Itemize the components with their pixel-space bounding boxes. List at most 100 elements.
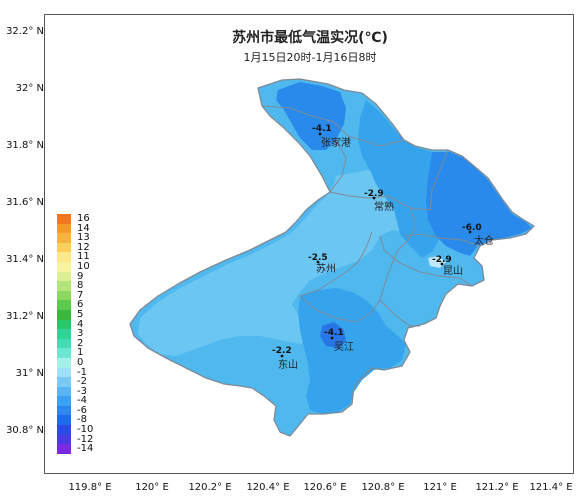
legend-label: 2 [77, 337, 84, 349]
legend-swatch [57, 329, 71, 339]
county-boundary [429, 149, 449, 211]
legend-swatch [57, 415, 71, 426]
map-region-mid-south [298, 288, 406, 414]
station-marker [468, 230, 472, 234]
station-marker [440, 262, 444, 266]
map-region-light [138, 170, 420, 356]
station-value: -2.9 [364, 189, 384, 199]
legend-swatch [57, 348, 71, 358]
legend-swatch [57, 444, 71, 454]
station-value: -4.1 [324, 328, 344, 338]
legend-swatch [57, 252, 71, 262]
legend-swatch [57, 261, 71, 272]
map-title: 苏州市最低气温实况(℃) [232, 30, 388, 46]
county-boundary [403, 233, 479, 247]
legend-label: 3 [77, 328, 84, 340]
county-boundary [299, 231, 373, 297]
legend-label: 4 [77, 318, 84, 330]
legend-label: -10 [77, 424, 94, 436]
x-tick-label: 119.8° E [68, 482, 112, 493]
station-name: 吴江 [334, 341, 354, 353]
legend-swatch [57, 319, 71, 330]
legend-swatch [57, 338, 71, 349]
station-name: 太仓 [474, 234, 494, 247]
legend-label: 7 [77, 289, 84, 301]
legend-label: 14 [77, 222, 90, 234]
y-tick-label: 31.4° N [6, 254, 44, 265]
x-tick-label: 120.2° E [188, 482, 232, 493]
legend-swatch [57, 214, 71, 224]
legend-swatch [57, 309, 71, 320]
legend-swatch [57, 242, 71, 253]
county-boundary [299, 295, 381, 323]
station-name: 东山 [278, 358, 298, 371]
y-tick-label: 32.2° N [6, 26, 44, 37]
map-region-dark-spot [320, 322, 346, 348]
legend-swatch [57, 233, 71, 243]
legend-label: -14 [77, 443, 94, 455]
county-boundary [329, 139, 347, 193]
y-tick-label: 30.8° N [6, 425, 44, 436]
y-tick-label: 31.6° N [6, 197, 44, 208]
legend-label: -1 [77, 366, 87, 378]
legend-swatch [57, 290, 71, 301]
legend-label: 9 [77, 270, 84, 282]
legend-label: -2 [77, 376, 87, 388]
map-region-dark-east [426, 152, 532, 256]
station-value: -2.5 [308, 253, 328, 263]
legend-swatch [57, 367, 71, 378]
y-tick-label: 31.2° N [6, 311, 44, 322]
county-boundary [261, 105, 405, 147]
legend-label: 10 [77, 260, 90, 272]
legend-label: 16 [77, 213, 90, 224]
y-tick-label: 31.8° N [6, 140, 44, 151]
x-tick-label: 121.4° E [529, 482, 573, 493]
legend-label: 6 [77, 299, 84, 311]
station-marker [372, 196, 376, 200]
station-marker [330, 336, 334, 340]
legend-label: -3 [77, 385, 87, 397]
map-region-mid [358, 100, 440, 258]
county-boundary [329, 191, 433, 211]
county-boundary [379, 207, 417, 301]
legend-swatch [57, 425, 71, 435]
station-name: 张家港 [321, 136, 351, 149]
x-tick-label: 120.8° E [361, 482, 405, 493]
x-tick-label: 121° E [423, 482, 457, 493]
x-tick-label: 120.4° E [246, 482, 290, 493]
legend-label: 13 [77, 232, 90, 244]
legend-swatch [57, 434, 71, 445]
map-frame [44, 14, 574, 474]
legend-swatch [57, 271, 71, 282]
legend-label: 5 [77, 308, 84, 320]
legend-label: 11 [77, 251, 90, 263]
station-name: 昆山 [443, 265, 463, 277]
legend-label: -6 [77, 404, 87, 416]
station-name: 常熟 [374, 200, 394, 213]
y-tick-label: 31° N [15, 368, 44, 379]
legend-label: 12 [77, 241, 90, 253]
station-name: 苏州 [316, 262, 336, 275]
legend-swatch [57, 281, 71, 291]
legend-label: 1 [77, 347, 84, 359]
legend-label: 0 [77, 356, 84, 368]
legend-swatch [57, 377, 71, 387]
x-tick-label: 120.6° E [303, 482, 347, 493]
county-boundary [379, 299, 420, 327]
legend-label: -4 [77, 395, 87, 407]
station-value: -2.9 [432, 255, 452, 265]
station-value: -6.0 [462, 223, 482, 233]
legend-swatch [57, 386, 71, 397]
station-marker [316, 260, 320, 264]
legend-label: 8 [77, 280, 84, 292]
county-boundary [379, 235, 473, 287]
station-marker [280, 354, 284, 358]
legend-swatch [57, 396, 71, 406]
station-value: -2.2 [272, 346, 292, 356]
legend-swatch [57, 405, 71, 416]
station-marker [318, 132, 322, 136]
map-subtitle: 1月15日20时-1月16日8时 [243, 51, 377, 64]
legend-swatch [57, 300, 71, 310]
x-tick-label: 121.2° E [475, 482, 519, 493]
